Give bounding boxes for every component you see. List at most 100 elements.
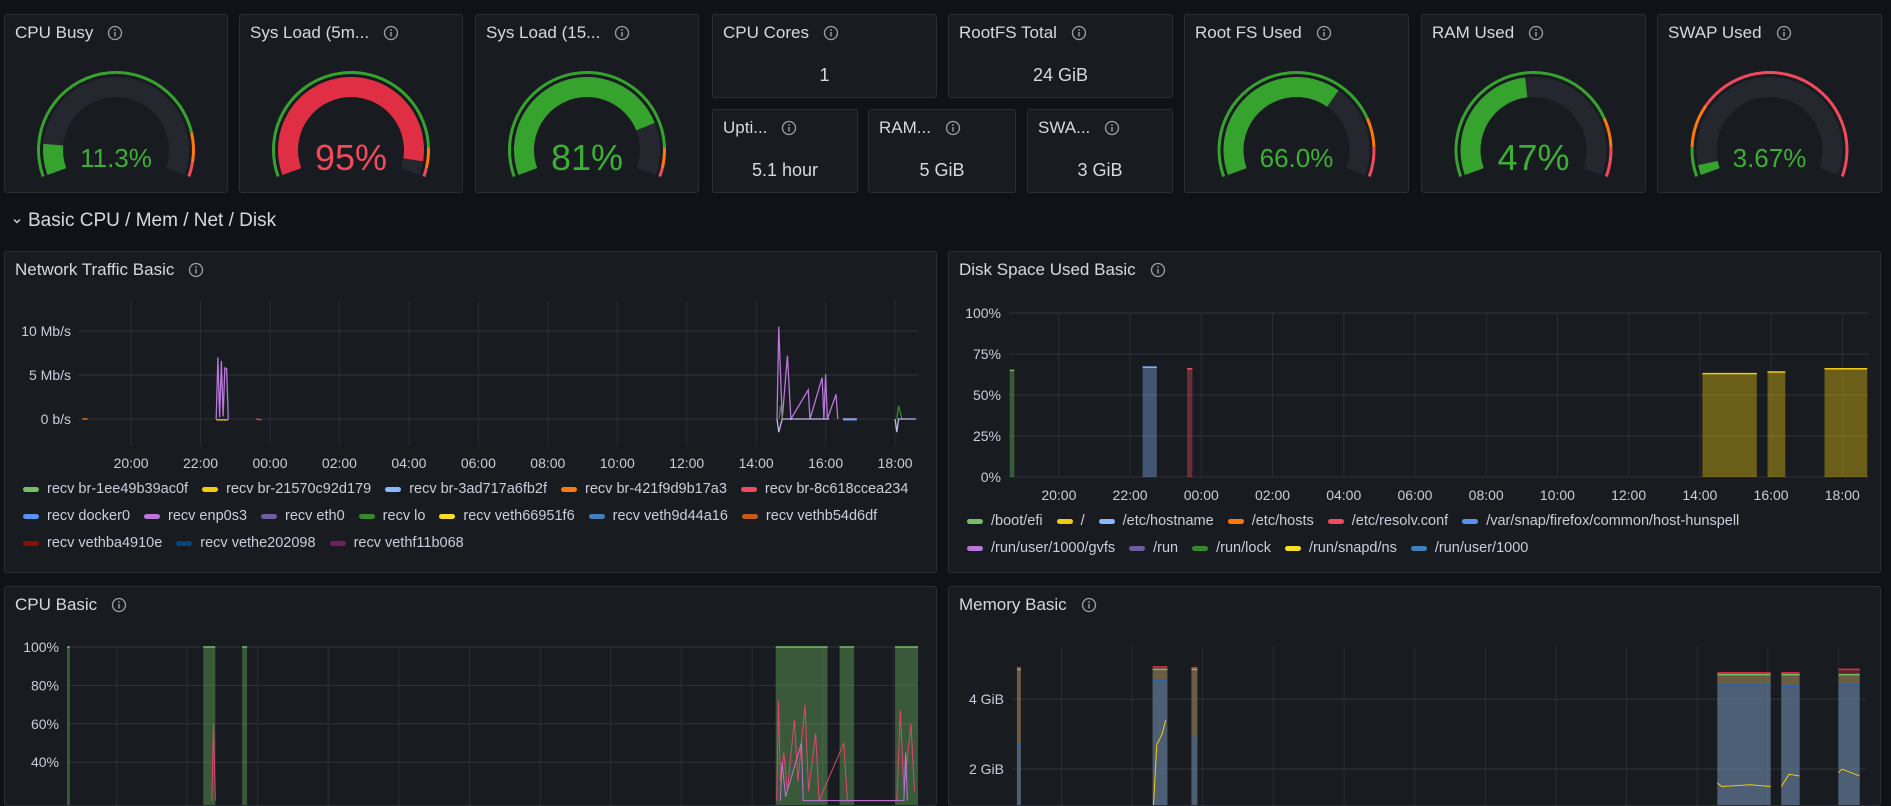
legend-item[interactable]: recv vethb54d6df <box>741 508 877 524</box>
panel-swap-used[interactable]: SWAP Used 3.67% <box>1657 14 1882 193</box>
legend-item[interactable]: recv vethba4910e <box>23 535 162 551</box>
info-icon[interactable] <box>945 120 961 136</box>
legend-item[interactable]: / <box>1056 513 1085 529</box>
legend-item[interactable]: recv vethe202098 <box>176 535 316 551</box>
info-icon[interactable] <box>1081 597 1097 613</box>
legend-label: /run/lock <box>1216 540 1271 556</box>
series-line <box>779 742 908 802</box>
panel-cpu-basic[interactable]: 40% 60% 80% 100% CPU Basic <box>4 586 937 806</box>
info-icon[interactable] <box>781 120 797 136</box>
area-band <box>839 647 855 805</box>
panel-title: SWAP Used <box>1668 23 1762 42</box>
legend-item[interactable]: recv br-3ad717a6fb2f <box>385 481 547 497</box>
info-icon[interactable] <box>1776 25 1792 41</box>
legend-item[interactable]: /run <box>1129 540 1178 556</box>
legend-item[interactable]: recv veth9d44a16 <box>588 508 728 524</box>
area-band <box>1781 686 1800 805</box>
panel-rootfs-total[interactable]: RootFS Total 24 GiB <box>948 14 1173 98</box>
legend-swatch <box>329 540 346 546</box>
panel-cpu-cores[interactable]: CPU Cores 1 <box>712 14 937 98</box>
legend-item[interactable]: /etc/resolv.conf <box>1327 513 1448 529</box>
legend-swatch <box>588 513 605 519</box>
x-tick-label: 08:00 <box>530 455 565 471</box>
x-tick-label: 16:00 <box>1754 487 1789 503</box>
legend: recv br-1ee49b39ac0f recv br-21570c92d179… <box>23 481 923 551</box>
legend-item[interactable]: recv lo <box>358 508 426 524</box>
x-tick-label: 02:00 <box>322 455 357 471</box>
legend-label: recv vethf11b068 <box>353 535 464 551</box>
gauge-value: 3.67% <box>1732 143 1807 173</box>
panel-memory-basic[interactable]: 2 GiB 4 GiB Memory Basic <box>948 586 1881 806</box>
panel-ram-used[interactable]: RAM Used 47% <box>1421 14 1646 193</box>
area-band <box>67 647 70 805</box>
area-band <box>1838 685 1860 805</box>
info-icon[interactable] <box>823 25 839 41</box>
info-icon[interactable] <box>1316 25 1332 41</box>
legend-label: recv lo <box>382 508 426 524</box>
gauge-threshold-arc <box>658 167 664 178</box>
legend-item[interactable]: recv enp0s3 <box>144 508 247 524</box>
legend-item[interactable]: recv docker0 <box>23 508 130 524</box>
legend-label: /run/user/1000 <box>1434 540 1529 556</box>
panel-sys-load-15m[interactable]: Sys Load (15... 81% <box>475 14 699 193</box>
legend-swatch <box>1056 518 1073 524</box>
legend-item[interactable]: recv vethf11b068 <box>329 535 464 551</box>
panel-cpu-busy[interactable]: CPU Busy 11.3% <box>4 14 228 193</box>
area-band <box>1016 667 1021 805</box>
legend-label: recv br-1ee49b39ac0f <box>47 481 189 497</box>
legend-item[interactable]: recv br-1ee49b39ac0f <box>23 481 188 497</box>
panel-disk-space-used[interactable]: 20:00 22:00 00:00 02:00 04:00 06:00 08:00 10:00… <box>948 251 1881 573</box>
legend-swatch <box>1098 518 1115 524</box>
legend-label: /var/snap/firefox/common/host-hunspell <box>1486 513 1740 529</box>
legend-item[interactable]: recv br-8c618ccea234 <box>740 481 908 497</box>
legend-item[interactable]: /run/user/1000 <box>1410 540 1529 556</box>
panel-sys-load-5m[interactable]: Sys Load (5m... 95% <box>239 14 463 193</box>
info-icon[interactable] <box>1528 25 1544 41</box>
chevron-down-icon <box>13 218 21 224</box>
legend-item[interactable]: /boot/efi <box>967 513 1043 529</box>
legend-item[interactable]: recv veth66951f6 <box>439 508 575 524</box>
gauge-value-arc <box>43 143 67 175</box>
info-icon[interactable] <box>1104 120 1120 136</box>
y-tick-label: 5 Mb/s <box>29 367 71 383</box>
area-band <box>1717 672 1771 805</box>
stat-value: 5 GiB <box>919 160 965 180</box>
legend-item[interactable]: /run/lock <box>1192 540 1271 556</box>
panel-swap-total[interactable]: SWA... 3 GiB <box>1027 109 1173 193</box>
info-icon[interactable] <box>107 25 123 41</box>
area-band <box>242 647 248 805</box>
gauge <box>1690 70 1849 178</box>
legend-item[interactable]: /run/user/1000/gvfs <box>967 540 1115 556</box>
legend-item[interactable]: /var/snap/firefox/common/host-hunspell <box>1462 513 1739 529</box>
legend-item[interactable]: recv eth0 <box>261 508 345 524</box>
legend-label: /boot/efi <box>991 513 1043 529</box>
panel-uptime[interactable]: Upti... 5.1 hour <box>712 109 858 193</box>
info-icon[interactable] <box>1150 262 1166 278</box>
chart: 20:00 22:00 00:00 02:00 04:00 06:00 08:00 10:00… <box>21 301 918 471</box>
gauge-track <box>42 76 190 175</box>
panel-title: RAM... <box>879 118 931 137</box>
y-tick-label: 80% <box>31 677 59 693</box>
panel-network-traffic[interactable]: 20:00 22:00 00:00 02:00 04:00 06:00 08:00 10:00… <box>4 251 937 573</box>
info-icon[interactable] <box>1071 25 1087 41</box>
panel-ram-total[interactable]: RAM... 5 GiB <box>868 109 1016 193</box>
stat-value: 24 GiB <box>1032 65 1089 85</box>
info-icon[interactable] <box>111 597 127 613</box>
legend-item[interactable]: /run/snapd/ns <box>1284 540 1397 556</box>
legend-swatch <box>23 486 39 492</box>
panel-root-fs-used[interactable]: Root FS Used 66.0% <box>1184 14 1409 193</box>
series-line <box>1152 719 1167 805</box>
gauge-value-arc <box>1223 77 1339 175</box>
info-icon[interactable] <box>614 25 630 41</box>
row-header[interactable]: Basic CPU / Mem / Net / Disk <box>12 210 276 232</box>
x-tick-label: 22:00 <box>1113 487 1148 503</box>
info-icon[interactable] <box>188 262 204 278</box>
legend-item[interactable]: recv br-21570c92d179 <box>202 481 371 497</box>
legend-item[interactable]: /etc/hosts <box>1227 513 1314 529</box>
legend-item[interactable]: recv br-421f9d9b17a3 <box>561 481 727 497</box>
area-band <box>1016 669 1021 805</box>
series-line <box>1717 782 1771 788</box>
info-icon[interactable] <box>383 25 399 41</box>
legend-item[interactable]: /etc/hostname <box>1098 513 1214 529</box>
gauge-value: 66.0% <box>1259 143 1334 173</box>
